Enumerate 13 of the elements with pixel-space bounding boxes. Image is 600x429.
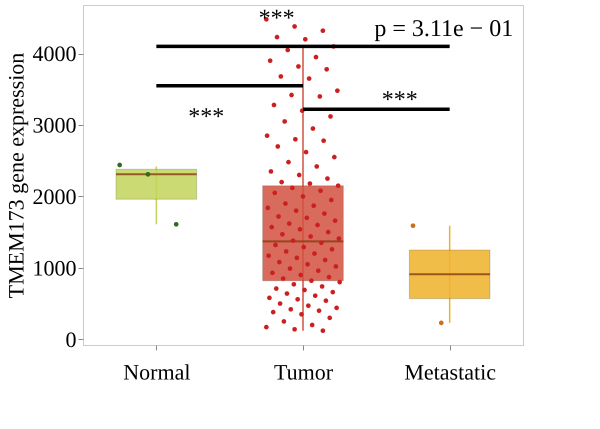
y-tick-label: 0 <box>66 326 76 352</box>
y-axis-title: TMEM173 gene expression <box>4 52 28 298</box>
y-tick-label: 2000 <box>32 184 76 209</box>
y-tick-label: 3000 <box>32 112 76 138</box>
annotation: p = 3.11e − 01 <box>374 16 514 42</box>
x-tick-label: Normal <box>123 360 190 384</box>
annotation: *** <box>382 87 418 114</box>
y-tick-label: 4000 <box>32 41 76 66</box>
annotation: *** <box>188 104 224 130</box>
x-tick-label: Tumor <box>274 360 334 384</box>
y-tick-label: 1000 <box>32 255 76 280</box>
x-tick-label: Metastatic <box>404 360 496 384</box>
annotation: *** <box>258 6 295 32</box>
